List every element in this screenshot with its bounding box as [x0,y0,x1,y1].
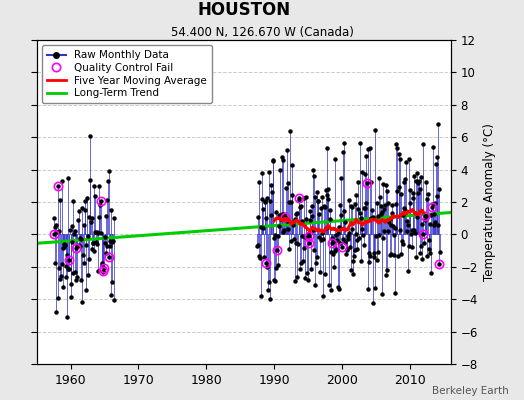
Y-axis label: Temperature Anomaly (°C): Temperature Anomaly (°C) [483,123,496,281]
Text: Berkeley Earth: Berkeley Earth [432,386,508,396]
Legend: Raw Monthly Data, Quality Control Fail, Five Year Moving Average, Long-Term Tren: Raw Monthly Data, Quality Control Fail, … [42,45,212,104]
Title: HOUSTON: HOUSTON [197,1,290,19]
Text: 54.400 N, 126.670 W (Canada): 54.400 N, 126.670 W (Canada) [171,26,353,39]
